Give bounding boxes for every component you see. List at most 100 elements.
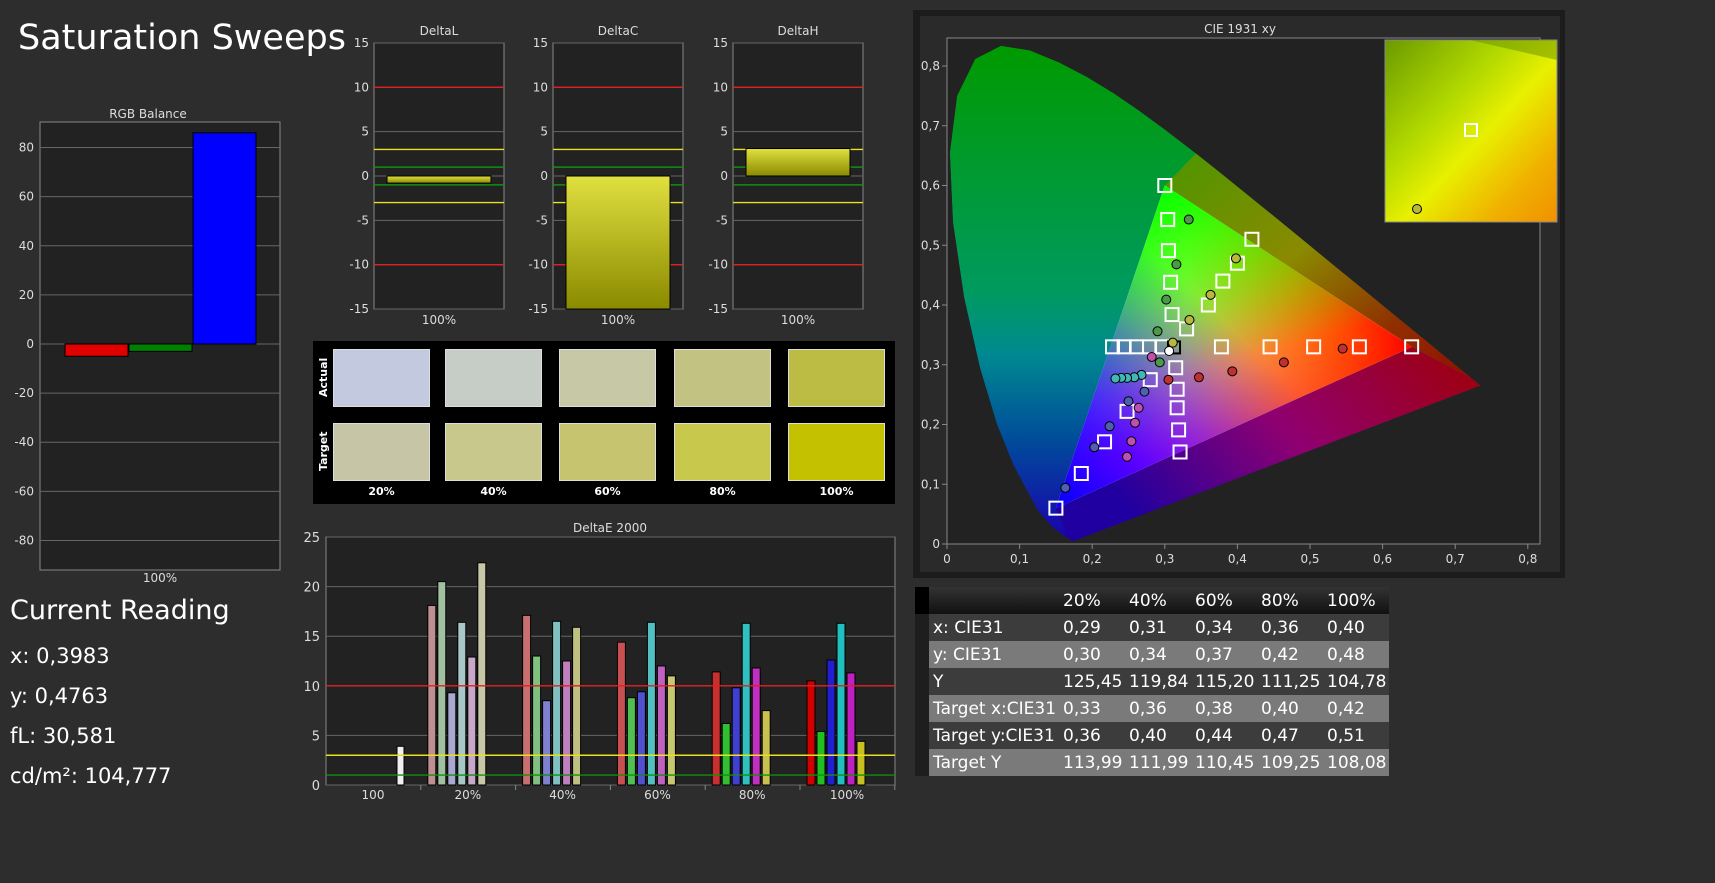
target-square-yellow [1244,231,1260,247]
cell-value: 0,47 [1257,722,1323,749]
y-tick-label: 15 [354,36,369,50]
x-tick-label: 40% [549,788,576,802]
x-tick-label: 20% [454,788,481,802]
measured-point-red [1278,357,1289,368]
y-tick-label: 5 [720,125,728,139]
measured-point-green [1171,259,1182,270]
deltae-title: DeltaE 2000 [573,521,647,535]
x-tick-label: 60% [644,788,671,802]
y-tick-label: 10 [533,80,548,94]
measured-point-white [1164,346,1175,357]
swatch-level-label: 20% [368,485,395,498]
cell-value: 0,40 [1257,695,1323,722]
y-tick-label: 0,6 [921,179,940,193]
measured-point-green [1154,357,1165,368]
target-square-green [1157,178,1173,193]
row-handle [915,614,929,641]
row-label: Target x:CIE31 [929,695,1059,722]
target-square-green [1160,212,1176,228]
target-square-blue [1073,465,1089,481]
y-tick-label: 15 [713,36,728,50]
actual-swatch [559,349,656,407]
target-square-magenta [1172,444,1188,460]
actual-swatch [445,349,542,407]
cell-value: 111,25 [1257,668,1323,695]
cell-value: 0,48 [1323,641,1389,668]
y-tick-label: -15 [708,302,728,316]
cell-value: 0,33 [1059,695,1125,722]
cell-value: 0,40 [1323,614,1389,641]
y-tick-label: 0 [720,169,728,183]
target-square-magenta [1169,381,1185,397]
measured-point-yellow [1230,253,1241,264]
target-square-red [1262,339,1278,355]
deltae-2000-chart: DeltaE 2000 25 20 15 10 5 0 100 20% 40% 60% 80% 100… [303,521,896,802]
cell-value: 108,08 [1323,749,1389,776]
table-header-row: 20% 40% 60% 80% 100% [915,587,1389,614]
target-square-red [1351,339,1367,355]
deltae-bar [542,700,552,786]
deltae-bar [552,620,562,786]
measured-point-magenta [1133,402,1144,413]
y-tick-label: 0 [26,337,34,351]
actual-swatch [788,349,885,407]
deltae-bar [572,626,582,786]
target-square-cyan [1105,339,1121,355]
measured-point-yellow [1167,337,1178,348]
column-header: 20% [1059,587,1125,614]
cell-value: 0,30 [1059,641,1125,668]
zoom-inset [1384,39,1558,223]
x-tick-label: 100% [830,788,864,802]
y-tick-label: 5 [361,125,369,139]
y-tick-label: 15 [533,36,548,50]
row-label: y: CIE31 [929,641,1059,668]
table-row: Target x:CIE31 0,33 0,36 0,38 0,40 0,42 [915,695,1389,722]
x-tick-label: 0,2 [1083,552,1102,566]
measurements-table: 20% 40% 60% 80% 100% x: CIE31 0,29 0,31 0,34 0,36… [915,587,1389,776]
y-tick-label: 0,3 [921,358,940,372]
delta-lch-charts: DeltaL 15 10 5 0 -5 -10 -15 100% DeltaC 15 10 5 0 -5 -1… [349,24,864,327]
target-square-blue [1097,434,1113,450]
deltae-bar [427,604,437,786]
delta-chart-title: DeltaL [420,24,459,38]
measured-point-blue [1123,396,1134,407]
y-tick-label: 20 [303,581,320,596]
cell-value: 0,34 [1191,614,1257,641]
cell-value: 0,36 [1125,695,1191,722]
cell-value: 0,36 [1059,722,1125,749]
reading-fl: fL: 30,581 [10,724,117,748]
measured-point-green [1161,294,1172,305]
cie-gamut-diagram [949,45,1481,542]
measured-point-yellow [1184,314,1195,325]
row-handle [915,641,929,668]
target-square-cyan [1116,339,1132,355]
deltae-bar [616,641,626,786]
y-tick-label: -10 [349,258,369,272]
cell-value: 115,20 [1191,668,1257,695]
deltae-bar [856,740,866,786]
x-tick-label: 100 [362,788,385,802]
target-swatch [559,423,656,481]
inset-target-square [1464,123,1478,137]
y-tick-label: 0,7 [921,119,940,133]
y-tick-label: -20 [14,386,34,400]
deltae-bar [721,722,731,786]
swatch-level-label: 60% [594,485,621,498]
y-tick-label: -5 [357,213,369,227]
cell-value: 104,78 [1323,668,1389,695]
delta-x-label: 100% [422,313,456,327]
y-tick-label: 0,5 [921,238,940,252]
y-tick-label: -5 [536,213,548,227]
actual-swatch [333,349,430,407]
y-tick-label: -15 [349,302,369,316]
measured-point-blue [1104,421,1115,432]
y-tick-label: 80 [19,141,34,155]
measured-point-magenta [1126,436,1137,447]
y-tick-label: 5 [312,729,320,744]
cell-value: 0,36 [1257,614,1323,641]
cell-value: 110,45 [1191,749,1257,776]
cell-value: 0,38 [1191,695,1257,722]
column-header: 40% [1125,587,1191,614]
x-tick-label: 0,6 [1373,552,1392,566]
